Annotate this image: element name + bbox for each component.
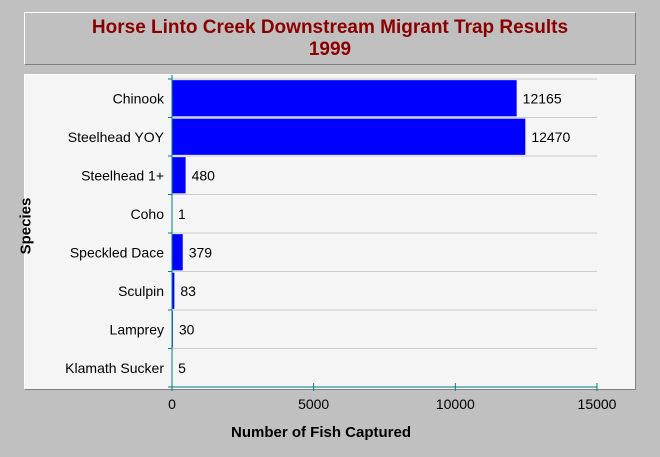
bar [172,157,186,194]
bar [172,234,183,271]
bar [172,80,517,117]
category-label: Steelhead 1+ [81,167,164,183]
data-label: 12165 [523,90,562,106]
bar [172,272,175,309]
x-tick-label: 5000 [298,396,329,412]
chart-title: Horse Linto Creek Downstream Migrant Tra… [91,17,569,38]
data-label: 12470 [531,129,570,145]
data-label: 30 [179,321,195,337]
category-label: Lamprey [110,321,164,337]
category-label: Sculpin [118,283,164,299]
data-label: 1 [178,206,186,222]
data-label: 83 [180,283,196,299]
category-label: Klamath Sucker [65,360,164,376]
chart-subtitle: 1999 [308,39,352,60]
x-tick-label: 15000 [578,396,617,412]
data-label: 480 [192,167,216,183]
chart-title-panel: Horse Linto Creek Downstream Migrant Tra… [24,12,636,65]
x-tick-label: 0 [168,396,176,412]
data-label: 379 [189,244,213,260]
data-label: 5 [178,360,186,376]
category-label: Chinook [113,90,165,106]
x-tick-label: 10000 [436,396,475,412]
category-label: Steelhead YOY [68,129,165,145]
category-label: Speckled Dace [70,244,164,260]
y-axis-label: Species [17,197,35,255]
category-label: Coho [131,206,165,222]
bar [172,118,526,155]
x-axis-label: Number of Fish Captured [230,424,411,441]
